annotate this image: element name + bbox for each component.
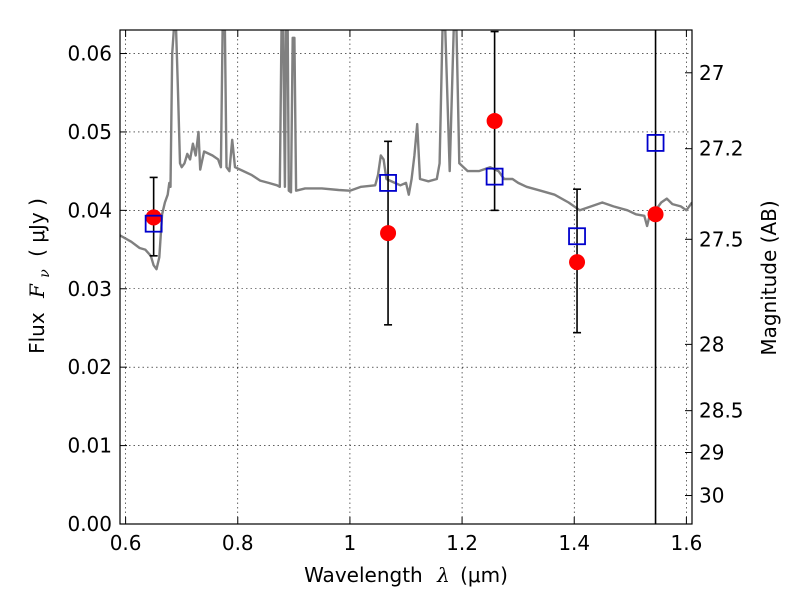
magnitude-axis-title: Magnitude (AB)	[757, 200, 781, 355]
x-tick-label: 1.6	[670, 531, 702, 555]
spectrum-line	[120, 30, 692, 271]
magnitude-tick-label: 27	[699, 61, 724, 85]
x-axis-title: Wavelength λ (μm)	[304, 563, 508, 587]
x-tick-label: 0.6	[110, 531, 142, 555]
magnitude-tick-label: 30	[699, 484, 724, 508]
x-tick-label: 1.2	[446, 531, 478, 555]
grid-lines	[120, 30, 692, 524]
y-tick-label: 0.03	[67, 277, 112, 301]
magnitude-tick-label: 27.2	[699, 137, 744, 161]
axis-ticks: 0.6 0.8 1 1.2 1.4 1.6 0.00 0.01 0.02 0.03 0.04 0.05…	[67, 30, 744, 555]
data-markers	[144, 112, 665, 271]
magnitude-tick-label: 28.5	[699, 399, 744, 423]
magnitude-tick-label: 29	[699, 440, 724, 464]
model-point	[485, 167, 504, 186]
y-tick-label: 0.05	[67, 120, 112, 144]
model-spectrum	[120, 30, 692, 271]
y-tick-label: 0.04	[67, 198, 112, 222]
x-tick-label: 0.8	[222, 531, 254, 555]
x-tick-label: 1	[344, 531, 357, 555]
observed-point	[647, 206, 664, 223]
observed-point	[380, 225, 397, 242]
magnitude-tick-label: 27.5	[699, 227, 744, 251]
x-tick-label: 1.4	[558, 531, 590, 555]
y-tick-label: 0.02	[67, 355, 112, 379]
observed-point	[569, 254, 586, 271]
observed-point	[145, 209, 162, 226]
model-point	[568, 227, 586, 246]
model-point	[646, 134, 665, 152]
model-point	[144, 214, 163, 233]
model-point	[379, 174, 397, 192]
magnitude-tick-label: 28	[699, 332, 724, 356]
y-tick-label: 0.00	[67, 512, 112, 536]
y-tick-label: 0.06	[67, 42, 112, 66]
y-axis-title: Flux F ν ( μJy )	[25, 198, 54, 354]
observed-point	[486, 112, 503, 129]
y-tick-label: 0.01	[67, 434, 112, 458]
plot-frame	[119, 29, 693, 525]
